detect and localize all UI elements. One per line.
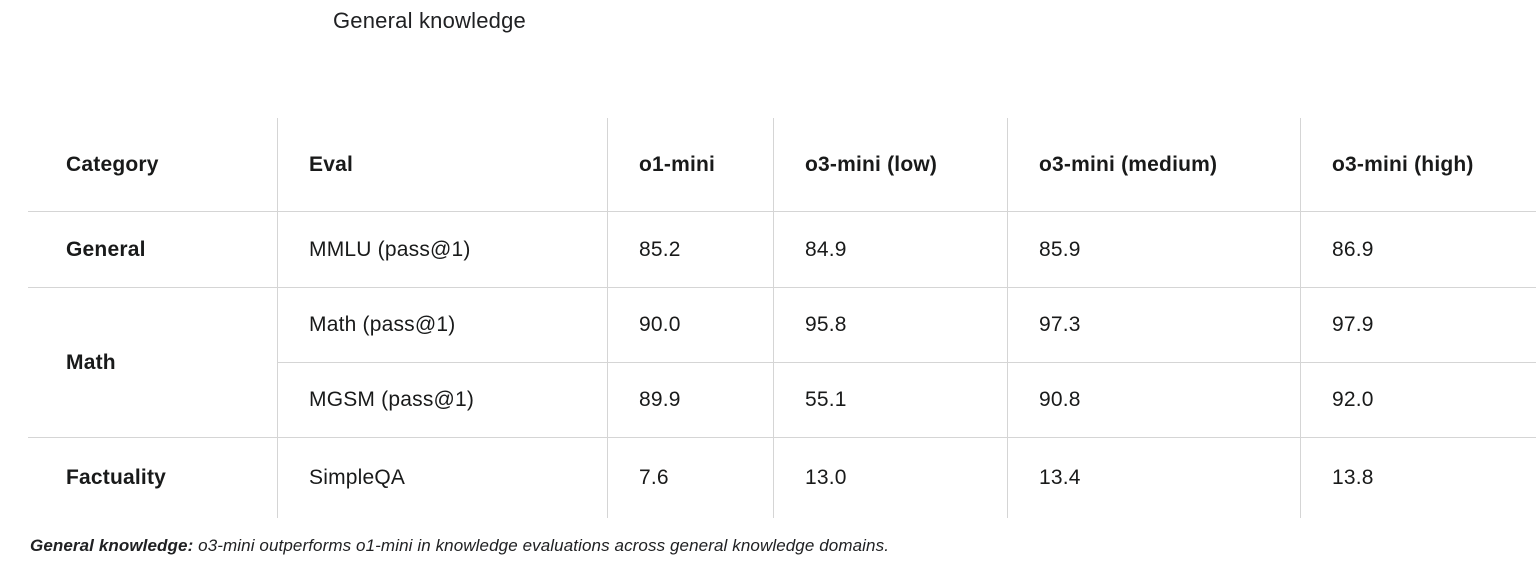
cell-eval-mmlu: MMLU (pass@1) [277,212,607,288]
cell-value-simpleqa-o1-mini: 7.6 [607,438,773,518]
cell-category-general: General [28,212,277,288]
cell-value-mgsm-o1-mini: 89.9 [607,363,773,438]
cell-value-mgsm-o3-mini-low: 55.1 [773,363,1007,438]
cell-value-math-o3-mini-low: 95.8 [773,288,1007,363]
cell-value-simpleqa-o3-mini-medium: 13.4 [1007,438,1300,518]
cell-category-math: Math [28,288,277,438]
column-header-o1-mini: o1-mini [607,118,773,212]
column-header-o3-mini-high: o3-mini (high) [1300,118,1536,212]
cell-value-mgsm-o3-mini-high: 92.0 [1300,363,1536,438]
caption-text: o3-mini outperforms o1-mini in knowledge… [198,536,890,555]
column-header-eval: Eval [277,118,607,212]
cell-eval-math: Math (pass@1) [277,288,607,363]
cell-value-mmlu-o3-mini-high: 86.9 [1300,212,1536,288]
figure-title: General knowledge [333,8,526,33]
cell-category-factuality: Factuality [66,466,167,489]
column-header-o3-mini-low: o3-mini (low) [773,118,1007,212]
cell-value-math-o3-mini-high: 97.9 [1300,288,1536,363]
cell-value-mmlu-o3-mini-medium: 85.9 [1007,212,1300,288]
figure-caption: General knowledge: o3-mini outperforms o… [30,536,889,556]
cell-value-math-o1-mini: 90.0 [607,288,773,363]
column-header-category: Category [28,118,277,212]
cell-eval-simpleqa: SimpleQA [277,438,607,518]
cell-value-simpleqa-o3-mini-high: 13.8 [1300,438,1536,518]
cell-eval-mgsm: MGSM (pass@1) [277,363,607,438]
cell-value-mmlu-o3-mini-low: 84.9 [773,212,1007,288]
cell-value-simpleqa-o3-mini-low: 13.0 [773,438,1007,518]
cell-value-mmlu-o1-mini: 85.2 [607,212,773,288]
cell-value-mgsm-o3-mini-medium: 90.8 [1007,363,1300,438]
benchmark-table: Category Eval o1-mini o3-mini (low) o3-m… [28,118,1536,518]
column-header-o3-mini-medium: o3-mini (medium) [1007,118,1300,212]
caption-label: General knowledge: [30,536,194,555]
cell-value-math-o3-mini-medium: 97.3 [1007,288,1300,363]
